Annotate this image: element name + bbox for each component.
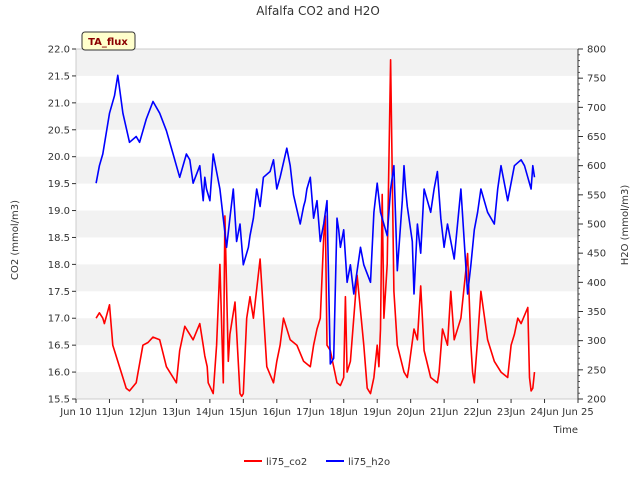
x-tick-label: 22Jun xyxy=(463,407,491,418)
x-tick-label: 20Jun xyxy=(396,407,424,418)
series-line-li75_co2 xyxy=(95,58,536,398)
y-right-tick-label: 350 xyxy=(587,307,606,318)
y-left-tick-label: 17.0 xyxy=(48,314,70,325)
right-axis: 200 250 300 350 400 450 500 550 600 650 700 750 800 xyxy=(577,45,606,406)
x-tick-label: 13Jun xyxy=(162,407,190,418)
grid-band xyxy=(76,102,578,130)
y-right-tick-label: 500 xyxy=(587,220,606,231)
series-line-li75_h2o xyxy=(95,74,536,365)
x-tick-label: 15Jun xyxy=(229,407,257,418)
left-axis: 15.5 16.0 16.5 17.0 17.5 18.0 18.5 19.0 19.5 20.0… xyxy=(48,45,76,406)
y-left-tick-label: 20.5 xyxy=(48,125,70,136)
legend-label-co2: li75_co2 xyxy=(266,457,307,468)
x-tick-label: 17Jun xyxy=(296,407,324,418)
y-axis-right-title: H2O (mmol/m3) xyxy=(620,185,631,266)
y-right-tick-label: 650 xyxy=(587,132,606,143)
x-tick-label: 19Jun xyxy=(363,407,391,418)
x-axis-title: Time xyxy=(553,425,578,436)
y-right-tick-label: 600 xyxy=(587,161,606,172)
y-right-tick-label: 200 xyxy=(587,395,606,406)
grid-band xyxy=(76,372,578,399)
y-right-tick-label: 400 xyxy=(587,278,606,289)
y-left-tick-label: 15.5 xyxy=(48,395,70,406)
y-right-tick-label: 450 xyxy=(587,249,606,260)
series-group xyxy=(95,58,536,398)
x-tick-label: 21Jun xyxy=(430,407,458,418)
grid-band xyxy=(76,49,578,76)
y-left-tick-label: 17.5 xyxy=(48,287,70,298)
x-tick-label: Jun 10 xyxy=(59,407,92,418)
legend: li75_co2 li75_h2o xyxy=(244,457,390,468)
legend-label-h2o: li75_h2o xyxy=(348,457,390,468)
x-tick-label: 16Jun xyxy=(263,407,291,418)
y-right-tick-label: 300 xyxy=(587,336,606,347)
x-tick-label: Jun 25 xyxy=(561,407,594,418)
y-left-tick-label: 20.0 xyxy=(48,152,70,163)
x-tick-label: 14Jun xyxy=(196,407,224,418)
y-left-tick-label: 16.5 xyxy=(48,341,70,352)
y-left-tick-label: 19.5 xyxy=(48,179,70,190)
x-tick-label: 18Jun xyxy=(330,407,358,418)
x-tick-label: 23Jun xyxy=(497,407,525,418)
y-left-tick-label: 22.0 xyxy=(48,45,70,56)
x-tick-label: 11Jun xyxy=(95,407,123,418)
bottom-axis: Jun 10 11Jun 12Jun 13Jun 14Jun 15Jun 16Jun 17Ju… xyxy=(59,399,594,418)
y-right-tick-label: 700 xyxy=(587,103,606,114)
y-left-tick-label: 19.0 xyxy=(48,206,70,217)
chart-title: Alfalfa CO2 and H2O xyxy=(256,4,380,18)
y-right-tick-label: 800 xyxy=(587,45,606,56)
badge-box xyxy=(81,31,136,51)
y-axis-left-title: CO2 (mmol/m3) xyxy=(10,200,21,280)
y-left-tick-label: 18.0 xyxy=(48,260,70,271)
y-right-tick-label: 750 xyxy=(587,74,606,85)
y-left-tick-label: 21.5 xyxy=(48,71,70,82)
x-tick-label: 12Jun xyxy=(129,407,157,418)
x-tick-label: 24Jun xyxy=(530,407,558,418)
y-left-tick-label: 16.0 xyxy=(48,368,70,379)
badge: TA_flux xyxy=(81,31,136,51)
grid-band xyxy=(76,156,578,184)
y-left-tick-label: 21.0 xyxy=(48,98,70,109)
y-right-tick-label: 550 xyxy=(587,190,606,201)
y-right-tick-label: 250 xyxy=(587,365,606,376)
y-left-tick-label: 18.5 xyxy=(48,233,70,244)
badge-label: TA_flux xyxy=(88,37,128,48)
